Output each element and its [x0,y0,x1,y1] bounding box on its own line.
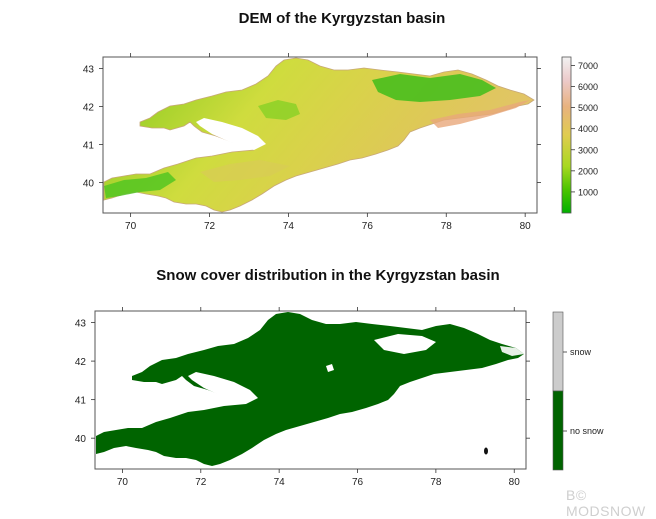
dem-x-axis: 70 72 74 76 78 80 [125,53,531,232]
x-tick-label: 76 [352,477,364,488]
colorbar-tick-label: 4000 [578,124,598,134]
x-tick-label: 78 [430,477,442,488]
dem-colorbar-ticks: 1000 2000 3000 4000 5000 6000 7000 [571,61,598,197]
legend-snow-swatch [552,311,564,392]
y-tick-label: 43 [83,64,95,75]
dem-valley-center [258,100,300,120]
y-tick-label: 43 [75,319,87,330]
dem-map: 70 72 74 76 78 80 40 41 42 43 1000 2000 3000 4000 50… [83,53,598,232]
x-tick-label: 74 [283,221,295,232]
snow-map: 70 72 74 76 78 80 40 41 42 43 snow no snow [75,307,604,488]
dem-valley-west [104,172,176,198]
snow-dark-dot [484,447,488,455]
snow-lake-patch [374,334,436,354]
colorbar-tick-label: 2000 [578,166,598,176]
colorbar-tick-label: 7000 [578,61,598,71]
snow-fergana-hole [188,372,258,404]
dem-y-axis: 40 41 42 43 [83,64,541,190]
dem-fergana-hole [196,118,266,150]
x-tick-label: 74 [274,477,286,488]
legend-snow-label: snow [570,347,592,357]
colorbar-tick-label: 1000 [578,187,598,197]
x-tick-label: 78 [441,221,453,232]
colorbar-tick-label: 6000 [578,82,598,92]
x-tick-label: 80 [509,477,521,488]
dem-highland-south [200,160,290,182]
x-tick-label: 80 [520,221,532,232]
dem-valley-north [372,74,496,102]
dem-colorbar [561,56,572,214]
watermark: B© MODSNOW [566,487,646,519]
snow-x-axis: 70 72 74 76 78 80 [117,307,520,488]
x-tick-label: 70 [125,221,137,232]
x-tick-label: 76 [362,221,374,232]
x-tick-label: 72 [204,221,216,232]
legend-no-snow-label: no snow [570,426,604,436]
chart-title-snow: Snow cover distribution in the Kyrgyzsta… [156,267,500,284]
y-tick-label: 40 [83,179,95,190]
chart-title-dem: DEM of the Kyrgyzstan basin [238,10,446,27]
y-tick-label: 41 [83,141,95,152]
dem-highland-east [430,100,530,128]
x-tick-label: 72 [195,477,207,488]
legend-no-snow-swatch [552,390,564,471]
y-tick-label: 40 [75,434,87,445]
snow-patch-east [500,346,524,356]
colorbar-tick-label: 3000 [578,145,598,155]
y-tick-label: 42 [75,357,87,368]
colorbar-tick-label: 5000 [578,103,598,113]
snow-patch-center [326,364,334,372]
x-tick-label: 70 [117,477,129,488]
y-tick-label: 42 [83,102,95,113]
y-tick-label: 41 [75,396,87,407]
snow-y-axis: 40 41 42 43 [75,319,530,445]
